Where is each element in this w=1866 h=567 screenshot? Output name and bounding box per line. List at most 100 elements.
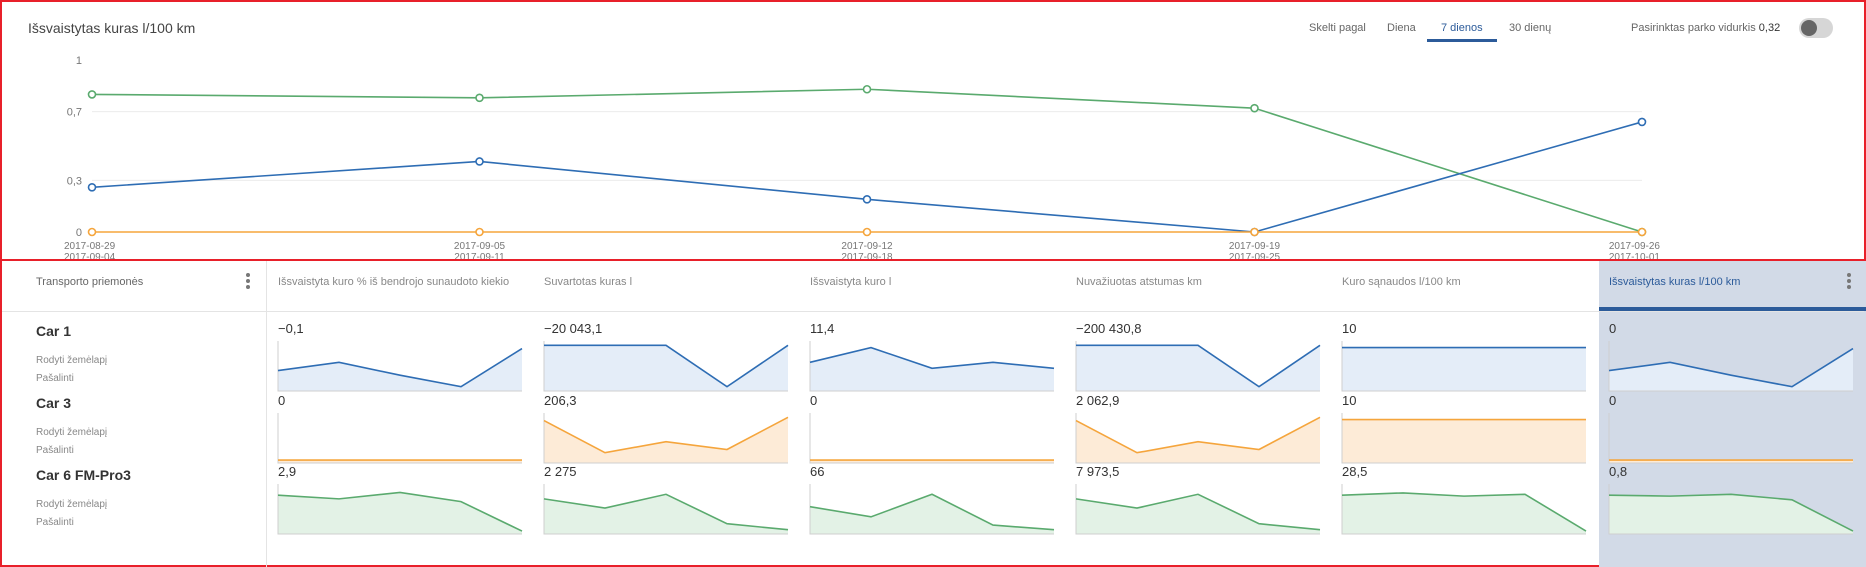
sparkline-axis	[1341, 484, 1586, 535]
sparkline	[1341, 341, 1586, 392]
sparkline	[1341, 484, 1587, 535]
sparkline	[277, 413, 522, 464]
column-header-fuel-consumed[interactable]: Suvartotas kuras l	[544, 276, 633, 288]
sparkline-area	[1076, 345, 1320, 391]
x-tick-label: 2017-08-29	[64, 241, 116, 252]
sparkline	[809, 484, 1055, 535]
fleet-average-value: 0,32	[1758, 22, 1781, 34]
fleet-average-toggle[interactable]	[1799, 18, 1833, 38]
cell-value: 2 275	[544, 464, 577, 479]
data-point	[1250, 103, 1259, 113]
sparkline-line	[1076, 344, 1321, 388]
show-on-map-link[interactable]: Rodyti žemėlapį	[36, 427, 108, 438]
series-line	[91, 88, 1643, 233]
active-tab-indicator	[1427, 39, 1497, 42]
tab-7-days[interactable]: 7 dienos	[1441, 22, 1483, 34]
sparkline	[277, 484, 523, 535]
column-header-fuel-wasted[interactable]: Išsvaistyta kuro l	[810, 276, 892, 288]
remove-link[interactable]: Pašalinti	[36, 517, 74, 528]
sparkline-area	[1342, 419, 1586, 463]
data-point	[87, 90, 97, 99]
y-tick-label: 0	[76, 227, 82, 239]
data-point	[475, 227, 484, 237]
sparkline-line	[277, 491, 523, 532]
table-header-row: Transporto priemonės Išsvaistyta kuro % …	[2, 261, 1864, 312]
tab-day[interactable]: Diena	[1387, 22, 1416, 34]
cell-value: 0	[1609, 393, 1617, 408]
y-tick-label: 0,3	[67, 175, 82, 187]
sparkline-area	[1342, 492, 1586, 534]
x-tick-label: 2017-09-05	[454, 241, 506, 252]
sparkline	[543, 341, 789, 392]
data-point	[862, 227, 872, 237]
series-line	[91, 121, 1643, 233]
show-on-map-link[interactable]: Rodyti žemėlapį	[36, 355, 108, 366]
cell-value: 0	[810, 393, 818, 408]
cell-value: 0	[1609, 321, 1617, 336]
cell-value: 0,8	[1609, 464, 1628, 479]
data-point	[87, 182, 97, 192]
selected-column-indicator	[1599, 307, 1866, 311]
column-header-distance[interactable]: Nuvažiuotas atstumas km	[1076, 276, 1202, 288]
sparkline-line	[544, 344, 789, 388]
sparkline	[809, 341, 1055, 392]
sparkline-axis	[543, 484, 788, 535]
fleet-average-text: Pasirinktas parko vidurkis	[1631, 22, 1756, 34]
tab-30-days[interactable]: 30 dienų	[1509, 22, 1552, 34]
cell-value: 7 973,5	[1076, 464, 1120, 479]
vehicles-menu-icon[interactable]	[246, 273, 250, 291]
sparkline-area	[1076, 494, 1320, 534]
column-header-wasted-per-100km[interactable]: Išsvaistytas kuras l/100 km	[1609, 276, 1741, 288]
sparkline-area	[544, 494, 788, 534]
x-tick-label: 2017-09-12	[841, 241, 893, 252]
sparkline	[543, 484, 789, 535]
remove-link[interactable]: Pašalinti	[36, 445, 74, 456]
data-point	[862, 84, 872, 94]
show-on-map-link[interactable]: Rodyti žemėlapį	[36, 499, 108, 510]
split-by-button[interactable]: Skelti pagal	[1309, 22, 1366, 34]
cell-value: 11,4	[810, 321, 835, 336]
cell-value: 206,3	[544, 393, 577, 408]
cell-value: −200 430,8	[1076, 321, 1142, 336]
x-tick-label: 2017-10-01	[1609, 252, 1661, 259]
sparkline-axis	[1608, 484, 1853, 535]
sparkline-axis	[543, 413, 788, 464]
data-point	[475, 157, 484, 166]
sparkline-axis	[809, 484, 1054, 535]
sparkline-line	[809, 493, 1055, 531]
sparkline-area	[810, 347, 1054, 391]
sparkline-area	[1609, 348, 1853, 391]
fuel-chart-panel: Išsvaistytas kuras l/100 km Skelti pagal…	[0, 0, 1866, 261]
cell-value: 66	[810, 464, 825, 479]
sparkline-line	[1608, 493, 1854, 532]
sparkline-line	[1075, 493, 1321, 531]
sparkline	[1075, 484, 1321, 535]
sparkline-axis	[1608, 413, 1853, 464]
sparkline	[543, 413, 789, 464]
sparkline	[1608, 484, 1854, 535]
sparkline-axis	[1341, 341, 1586, 392]
sparkline-area	[544, 345, 788, 391]
cell-value: 0	[278, 393, 286, 408]
sparkline-line	[543, 493, 789, 531]
sparkline	[1341, 413, 1586, 464]
remove-link[interactable]: Pašalinti	[36, 373, 74, 384]
fleet-average-label: Pasirinktas parko vidurkis 0,32	[1631, 22, 1780, 34]
sparkline	[1075, 341, 1321, 392]
x-tick-label: 2017-09-26	[1609, 241, 1661, 252]
y-tick-label: 0,7	[67, 107, 82, 119]
y-tick-label: 1	[76, 55, 82, 67]
column-header-consumption[interactable]: Kuro sąnaudos l/100 km	[1342, 276, 1461, 288]
sparkline-area	[1609, 494, 1853, 534]
sparkline-line	[1341, 492, 1587, 532]
column-menu-icon[interactable]	[1847, 273, 1851, 291]
column-header-wasted-percent[interactable]: Išsvaistyta kuro % iš bendrojo sunaudoto…	[278, 276, 510, 288]
toggle-knob	[1801, 20, 1817, 36]
data-point	[1637, 117, 1647, 127]
sparkline-axis	[1608, 341, 1853, 392]
sparkline-area	[544, 417, 788, 463]
sparkline-line	[1075, 416, 1321, 454]
sparkline-area	[278, 492, 522, 534]
sparkline-axis	[1075, 413, 1320, 464]
cell-value: −0,1	[278, 321, 304, 336]
